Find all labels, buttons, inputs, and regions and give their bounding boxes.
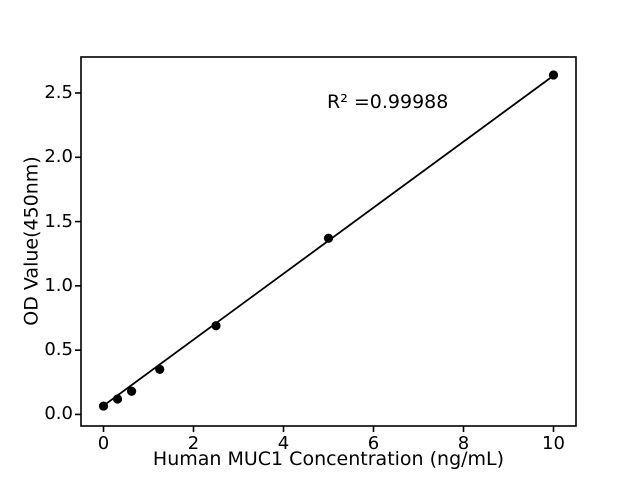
data-point — [323, 233, 334, 243]
y-axis-label: OD Value(450nm) — [20, 156, 43, 326]
y-tick-label: 1.5 — [44, 210, 73, 232]
y-tick-label: 2.0 — [44, 146, 73, 168]
x-tick-label: 2 — [187, 433, 200, 454]
data-point — [98, 401, 109, 411]
data-point — [211, 321, 221, 331]
x-axis-label: Human MUC1 Concentration (ng/mL) — [152, 448, 505, 470]
data-point — [112, 394, 123, 404]
x-tick-label: 0 — [97, 433, 110, 454]
y-tick-label: 2.5 — [44, 82, 73, 104]
r-squared-annotation: R² =0.99988 — [327, 91, 449, 113]
axes-spines — [80, 56, 577, 427]
y-tick-label: 0.0 — [44, 403, 73, 425]
data-point — [155, 364, 165, 375]
data-point — [127, 386, 137, 396]
y-tick-label: 1.0 — [44, 275, 73, 297]
x-tick-label: 10 — [542, 433, 565, 454]
x-tick-label: 4 — [277, 433, 290, 454]
x-tick-label: 8 — [457, 433, 470, 454]
y-tick-label: 0.5 — [44, 339, 73, 361]
data-point — [548, 70, 559, 80]
x-tick-label: 6 — [367, 433, 380, 454]
